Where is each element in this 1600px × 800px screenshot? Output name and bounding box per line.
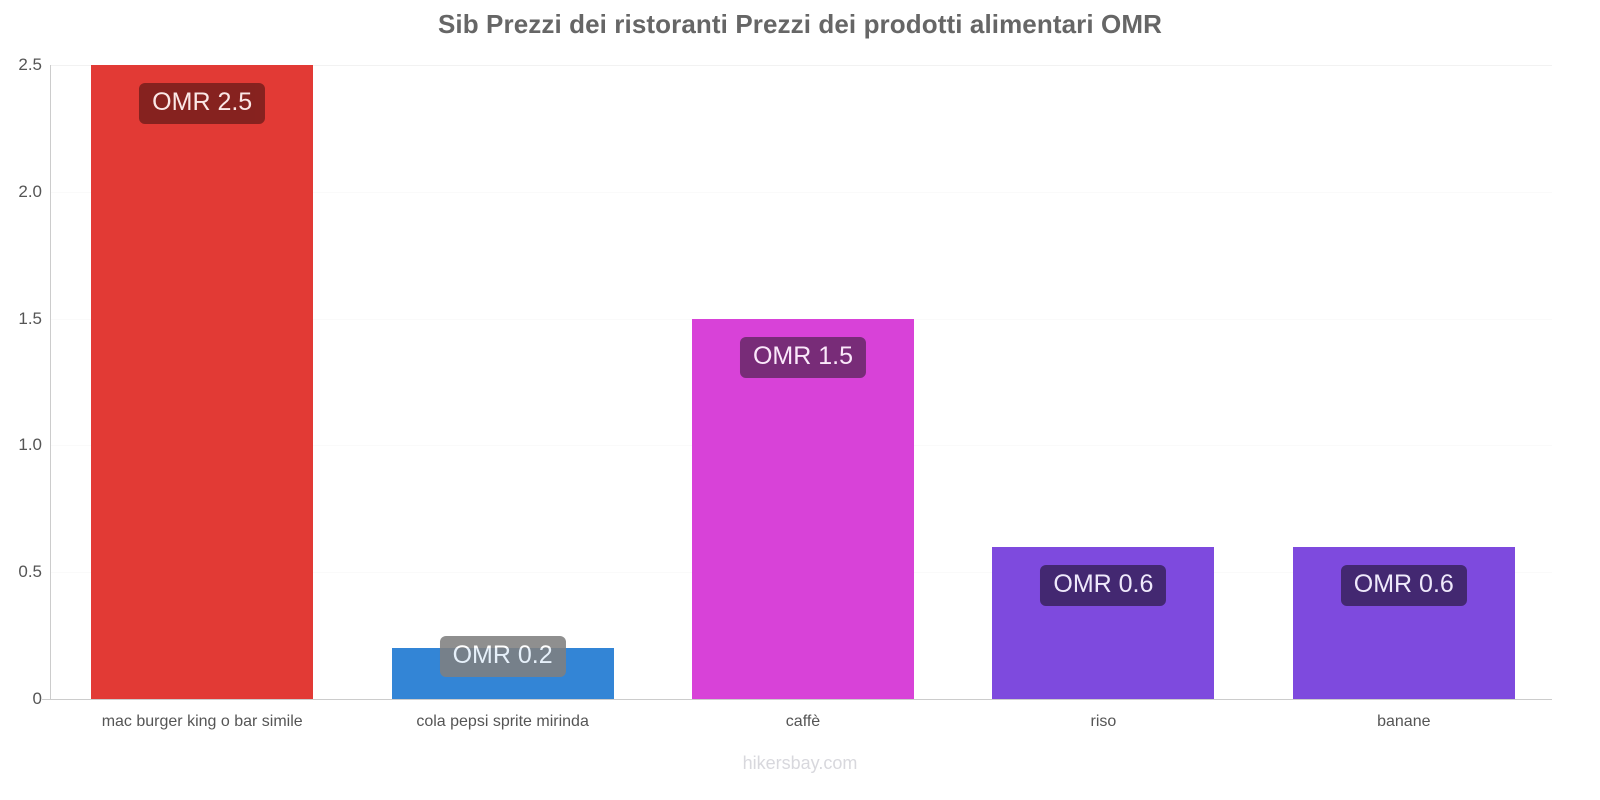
y-axis-tick-label: 2.5	[18, 55, 42, 74]
y-axis-tick-label: 2.0	[18, 181, 42, 201]
bar-group[interactable]: OMR 2.5	[91, 65, 314, 699]
y-axis-tick-label: 0.5	[18, 562, 42, 582]
plot-area: OMR 2.5 OMR 0.2 OMR 1.5 OMR 0.6 OMR 0.6	[42, 65, 1552, 700]
gridline	[50, 191, 1552, 193]
bar-value-label: OMR 0.6	[1340, 564, 1467, 606]
bar[interactable]	[91, 65, 314, 699]
bar-value-label: OMR 1.5	[739, 336, 867, 378]
bar-group[interactable]: OMR 0.6	[1292, 65, 1515, 699]
bar-value-label: OMR 0.2	[439, 636, 566, 677]
bar-value-label: OMR 2.5	[139, 83, 266, 124]
bar-group[interactable]: OMR 0.6	[992, 65, 1215, 699]
bar-series: OMR 2.5 OMR 0.2 OMR 1.5 OMR 0.6 OMR 0.6	[50, 65, 1552, 699]
x-axis-tick-label: cola pepsi sprite mirinda	[416, 713, 589, 730]
y-axis-tick-label: 0	[32, 689, 42, 708]
bar-group[interactable]: OMR 0.2	[391, 65, 614, 699]
x-axis-tick-label: riso	[1090, 713, 1117, 730]
y-axis-line	[50, 65, 51, 699]
bar-value-label: OMR 0.6	[1040, 564, 1167, 606]
chart-title: Sib Prezzi dei ristoranti Prezzi dei pro…	[437, 9, 1162, 39]
y-axis-tick-label: 1.0	[18, 435, 42, 455]
bar[interactable]	[692, 318, 914, 699]
bar-group[interactable]: OMR 1.5	[692, 65, 914, 699]
gridline	[50, 65, 1552, 66]
source-watermark: hikersbay.com	[742, 753, 858, 773]
x-axis-tick-label: mac burger king o bar simile	[101, 713, 303, 730]
x-axis-tick-label: caffè	[785, 713, 821, 730]
x-axis-tick-label: banane	[1377, 713, 1431, 730]
x-axis-line	[42, 699, 1552, 700]
y-axis-tick-label: 1.5	[18, 308, 42, 328]
